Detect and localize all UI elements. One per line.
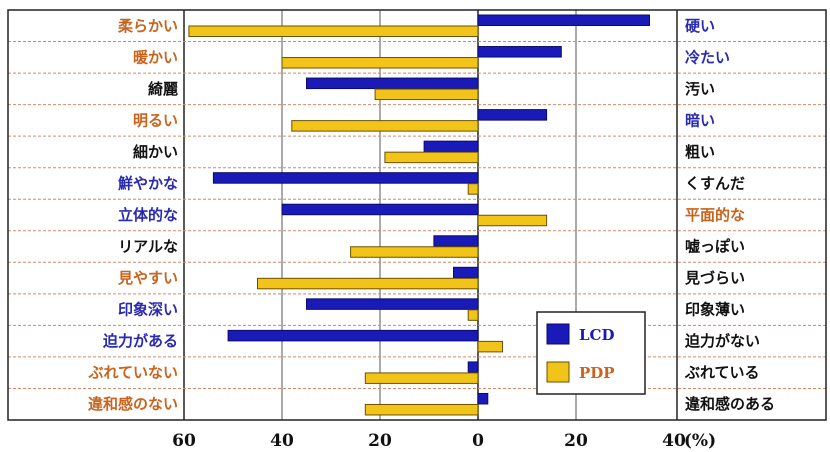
legend-label-lcd: LCD	[579, 326, 615, 344]
bar-lcd-0	[477, 14, 650, 26]
right-label: 違和感のある	[685, 395, 775, 413]
plot-frame	[7, 9, 827, 421]
x-unit-label: (%)	[684, 431, 716, 451]
left-labels: 柔らかい暖かい綺麗明るい細かい鮮やかな立体的なリアルな見やすい印象深い迫力がある…	[87, 17, 178, 413]
x-tick-label: 20	[564, 431, 588, 451]
bar-lcd-5	[212, 172, 479, 184]
bar-pdp-12	[364, 403, 479, 416]
x-axis-ticks: 60 40 20 0 20 40(%)	[172, 431, 716, 451]
bar-pdp-9	[467, 309, 479, 321]
left-label: 見やすい	[117, 269, 178, 287]
row-separators	[8, 41, 826, 389]
bar-pdp-3	[291, 120, 479, 132]
left-label: 暖かい	[133, 48, 178, 66]
bar-lcd-4	[423, 140, 479, 153]
x-tick-label: 20	[368, 431, 392, 451]
bar-lcd-12	[477, 392, 489, 405]
right-label: 平面的な	[685, 206, 745, 224]
bar-pdp-4	[384, 151, 479, 164]
bar-pdp-5	[467, 183, 479, 195]
right-labels: 硬い冷たい汚い暗い粗いくすんだ平面的な嘘っぽい見づらい印象薄い迫力がないぶれてい…	[684, 17, 775, 413]
right-label: くすんだ	[685, 174, 745, 192]
x-tick-label: 0	[472, 431, 484, 451]
bar-pdp-0	[188, 25, 479, 37]
left-label: 立体的な	[118, 206, 178, 224]
left-label: リアルな	[118, 238, 178, 256]
left-label: 柔らかい	[118, 17, 178, 35]
bar-pdp-10	[477, 340, 503, 353]
bar-pdp-7	[350, 246, 479, 258]
bar-pdp-11	[364, 372, 479, 384]
x-tick-label: 40	[270, 431, 294, 451]
right-label: 見づらい	[684, 269, 745, 287]
left-label: 細かい	[133, 143, 178, 161]
legend-swatch-lcd	[546, 323, 570, 345]
bar-lcd-6	[281, 203, 479, 216]
right-label: ぶれている	[684, 364, 760, 382]
left-label: 綺麗	[148, 80, 178, 98]
left-label: 鮮やかな	[118, 174, 178, 192]
legend: LCD PDP	[536, 311, 646, 395]
left-label: ぶれていない	[87, 364, 178, 382]
bar-pdp-8	[257, 277, 479, 290]
left-label: 明るい	[133, 111, 178, 129]
bar-pdp-6	[477, 214, 548, 227]
right-label: 嘘っぽい	[685, 238, 745, 256]
right-label: 印象薄い	[685, 301, 745, 319]
x-tick-label: 40	[662, 431, 686, 451]
right-label: 粗い	[685, 143, 715, 161]
bar-lcd-2	[306, 77, 479, 90]
legend-label-pdp: PDP	[579, 364, 615, 382]
bars-layer	[188, 14, 650, 416]
bar-lcd-7	[433, 235, 479, 247]
right-label: 暗い	[685, 111, 715, 129]
bar-pdp-1	[281, 57, 479, 69]
right-label: 汚い	[685, 80, 715, 98]
bar-lcd-11	[467, 361, 479, 373]
left-label: 迫力がある	[103, 332, 178, 350]
bar-lcd-1	[477, 46, 562, 58]
legend-swatch-pdp	[546, 361, 570, 383]
bar-lcd-3	[477, 109, 548, 121]
left-label: 違和感のない	[88, 395, 178, 413]
left-label: 印象深い	[118, 301, 178, 319]
right-label: 冷たい	[685, 48, 730, 66]
bar-pdp-2	[374, 88, 479, 101]
right-label: 迫力がない	[685, 332, 760, 350]
bar-lcd-9	[306, 298, 479, 310]
bar-lcd-10	[227, 329, 479, 342]
bar-lcd-8	[453, 266, 479, 279]
right-label: 硬い	[685, 17, 715, 35]
x-tick-label: 60	[172, 431, 196, 451]
